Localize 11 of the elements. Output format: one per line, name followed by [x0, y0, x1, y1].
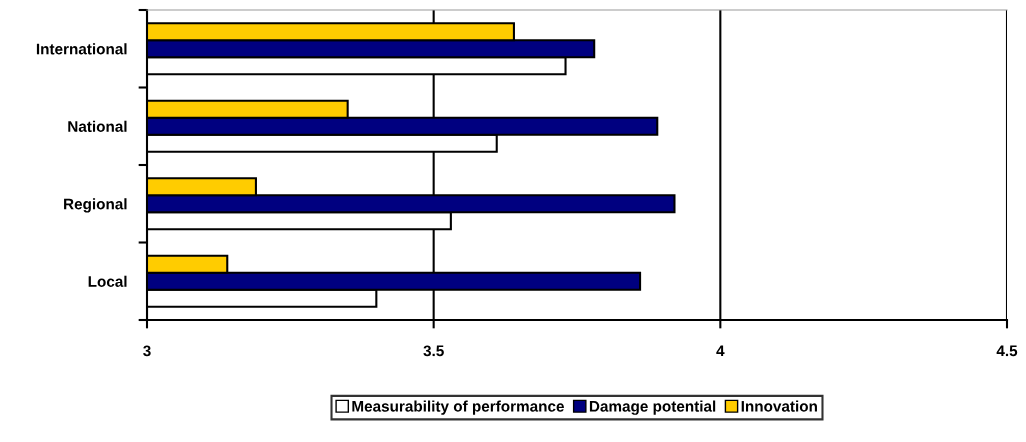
- y-tick-label: Local: [88, 275, 127, 287]
- y-tick-label: National: [68, 120, 127, 132]
- x-tick-label: 4: [716, 345, 725, 357]
- x-tick-label: 4.5: [996, 345, 1018, 357]
- x-tick-label: 3: [143, 345, 151, 357]
- y-tick-label: International: [36, 43, 127, 55]
- legend-label: Measurability of performance: [352, 400, 564, 415]
- legend-label: Innovation: [741, 400, 817, 412]
- y-tick-label: Regional: [64, 198, 127, 213]
- legend-label: Damage potential: [589, 400, 716, 415]
- x-tick-label: 3.5: [423, 345, 444, 357]
